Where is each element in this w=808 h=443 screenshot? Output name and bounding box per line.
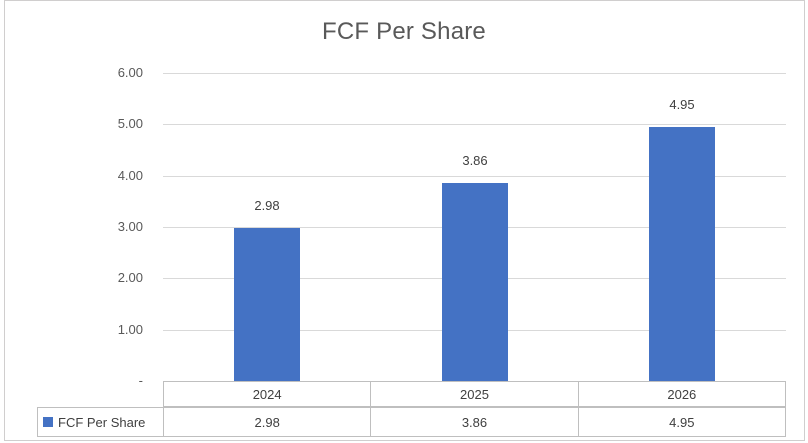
bar-value-label: 3.86 — [462, 153, 488, 168]
bar-2026[interactable] — [649, 127, 715, 381]
y-axis-tick-label: 1.00 — [117, 322, 143, 337]
y-axis-tick-label: 3.00 — [117, 219, 143, 234]
bar-value-label: 2.98 — [254, 198, 280, 213]
gridline — [163, 73, 786, 74]
data-table-category-row: 2024 2025 2026 — [163, 381, 786, 407]
legend-cell: FCF Per Share — [38, 408, 164, 436]
legend-series-label: FCF Per Share — [58, 414, 146, 430]
category-label-cell: 2024 — [252, 386, 282, 402]
y-axis-tick-label: 4.00 — [117, 168, 143, 183]
legend-swatch-icon — [43, 417, 53, 427]
table-value-cell: 4.95 — [577, 408, 785, 436]
y-axis-tick-label: - — [138, 373, 143, 388]
gridline — [163, 124, 786, 125]
bar-value-label: 4.95 — [669, 97, 695, 112]
category-label-cell: 2025 — [370, 382, 577, 406]
bar-2024[interactable] — [234, 228, 300, 381]
table-value-cell: 3.86 — [370, 408, 577, 436]
table-value-cell: 2.98 — [254, 414, 280, 430]
y-axis-tick-label: 5.00 — [117, 116, 143, 131]
data-table-value-row: FCF Per Share 2.98 3.86 4.95 — [37, 407, 786, 437]
chart-title: FCF Per Share — [322, 18, 486, 45]
category-label-cell: 2026 — [577, 382, 785, 406]
y-axis-tick-label: 6.00 — [117, 65, 143, 80]
bar-2025[interactable] — [442, 183, 508, 381]
gridline — [163, 176, 786, 177]
y-axis-tick-label: 2.00 — [117, 270, 143, 285]
